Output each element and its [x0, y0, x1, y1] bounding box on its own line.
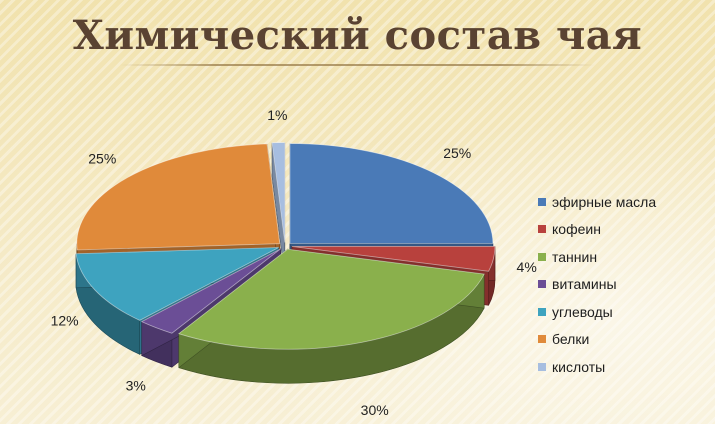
legend-swatch — [538, 280, 546, 289]
pie-slice-эфирные-масла — [289, 143, 494, 244]
pie-slice-кислоты — [271, 142, 286, 243]
legend-item: витамины — [538, 271, 656, 299]
pie-slice-кофеин — [291, 246, 496, 272]
pie-label-углеводы: 12% — [51, 312, 79, 328]
legend-swatch — [538, 335, 546, 344]
legend-item: белки — [538, 326, 656, 354]
legend-item: кофеин — [538, 216, 656, 244]
legend-label: таннин — [552, 248, 598, 265]
legend-item: кислоты — [538, 353, 656, 381]
pie-label-кислоты: 1% — [267, 107, 287, 123]
pie-label-таннин: 30% — [361, 402, 389, 418]
chart-legend: эфирные масла кофеин таннин витамины углевод… — [538, 188, 656, 381]
pie-slice-витамины — [140, 248, 281, 334]
legend-swatch — [538, 252, 546, 261]
legend-swatch — [538, 197, 546, 206]
legend-item: таннин — [538, 243, 656, 271]
title-divider — [120, 64, 595, 66]
legend-label: белки — [552, 331, 590, 348]
legend-swatch — [538, 225, 546, 234]
pie-label-белки: 25% — [88, 151, 116, 167]
legend-swatch — [538, 362, 546, 371]
legend-label: кислоты — [552, 358, 606, 375]
pie-slice-таннин — [177, 248, 485, 350]
legend-label: эфирные масла — [552, 193, 657, 210]
legend-swatch — [538, 307, 546, 316]
pie-label-эфирные-масла: 25% — [443, 145, 471, 161]
pie-label-кофеин: 4% — [517, 259, 537, 275]
legend-label: витамины — [552, 276, 617, 293]
legend-item: углеводы — [538, 298, 656, 326]
legend-label: кофеин — [552, 221, 601, 238]
chart-title: Химический состав чая — [72, 12, 643, 59]
pie-slice-белки — [76, 143, 281, 251]
legend-label: углеводы — [552, 303, 613, 320]
pie-label-витамины: 3% — [126, 377, 146, 393]
legend-item: эфирные масла — [538, 188, 656, 216]
pie-slice-углеводы — [75, 247, 279, 321]
